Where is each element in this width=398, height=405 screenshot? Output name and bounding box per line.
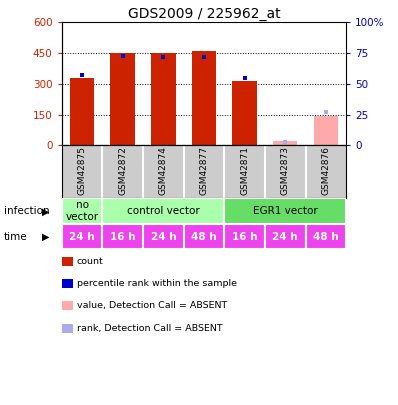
Bar	[183, 224, 224, 249]
Bar	[192, 51, 216, 145]
Bar	[62, 198, 102, 224]
Text: 24 h: 24 h	[150, 232, 176, 242]
Bar	[102, 198, 224, 224]
Bar	[306, 224, 346, 249]
Text: ▶: ▶	[42, 206, 49, 216]
Text: GSM42875: GSM42875	[78, 147, 86, 196]
Text: GSM42873: GSM42873	[281, 147, 290, 196]
Text: GSM42871: GSM42871	[240, 147, 249, 196]
Text: 24 h: 24 h	[69, 232, 95, 242]
Text: GSM42872: GSM42872	[118, 147, 127, 196]
Text: GSM42876: GSM42876	[322, 147, 330, 196]
Text: value, Detection Call = ABSENT: value, Detection Call = ABSENT	[77, 301, 227, 310]
Bar	[232, 81, 257, 145]
Text: 48 h: 48 h	[313, 232, 339, 242]
Bar	[224, 224, 265, 249]
Bar	[314, 116, 338, 145]
Text: GSM42877: GSM42877	[199, 147, 209, 196]
Text: no
vector: no vector	[65, 200, 99, 222]
Bar	[224, 198, 346, 224]
Bar	[151, 53, 176, 145]
Text: time: time	[4, 232, 27, 242]
Text: count: count	[77, 257, 103, 266]
Text: 16 h: 16 h	[232, 232, 258, 242]
Bar	[70, 78, 94, 145]
Bar	[143, 224, 183, 249]
Text: percentile rank within the sample: percentile rank within the sample	[77, 279, 237, 288]
Text: rank, Detection Call = ABSENT: rank, Detection Call = ABSENT	[77, 324, 222, 333]
Bar	[111, 53, 135, 145]
Text: EGR1 vector: EGR1 vector	[253, 206, 318, 216]
Title: GDS2009 / 225962_at: GDS2009 / 225962_at	[128, 7, 280, 21]
Text: ▶: ▶	[42, 232, 49, 242]
Text: GSM42874: GSM42874	[159, 147, 168, 196]
Bar	[273, 141, 297, 145]
Text: control vector: control vector	[127, 206, 200, 216]
Bar	[62, 224, 102, 249]
Text: 24 h: 24 h	[273, 232, 298, 242]
Text: 48 h: 48 h	[191, 232, 217, 242]
Bar	[102, 224, 143, 249]
Text: 16 h: 16 h	[110, 232, 135, 242]
Text: infection: infection	[4, 206, 50, 216]
Bar	[265, 224, 306, 249]
